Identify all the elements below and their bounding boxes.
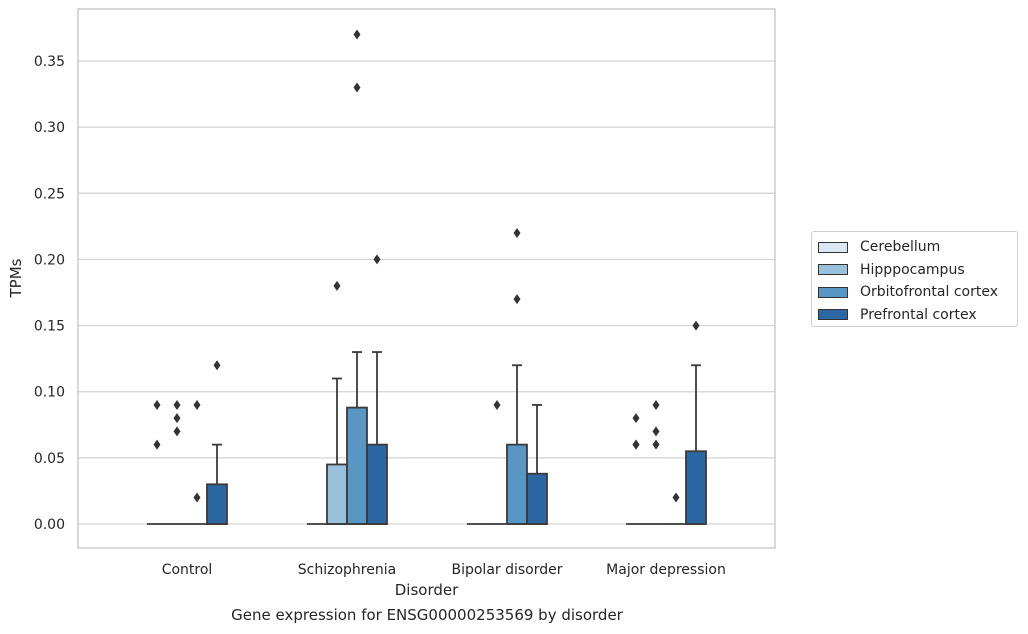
box (506, 443, 528, 525)
legend-swatch (818, 264, 848, 276)
y-axis-ticks: 0.00 0.05 0.10 0.15 0.20 0.25 0.30 0.35 (34, 54, 65, 533)
outlier-point (652, 399, 660, 410)
outlier-point (193, 492, 201, 503)
outlier-point (193, 399, 201, 410)
box-group (487, 399, 507, 525)
legend-swatch (818, 309, 848, 321)
outlier-point (373, 254, 381, 265)
box (685, 450, 707, 525)
box (206, 483, 228, 525)
x-tick-label: Major depression (606, 562, 726, 578)
outlier-point (353, 82, 361, 93)
legend-item: Orbitofrontal cortex (818, 281, 1017, 304)
outlier-point (173, 426, 181, 437)
box-group (366, 254, 388, 525)
x-axis-label: Disorder (395, 581, 459, 599)
outlier-point (333, 280, 341, 291)
box-group (666, 492, 686, 525)
legend: Cerebellum Hipppocampus Orbitofrontal cort… (811, 231, 1018, 327)
box-group (326, 280, 348, 525)
legend-swatch (818, 286, 848, 298)
outlier-point (153, 399, 161, 410)
y-tick-label: 0.15 (34, 319, 65, 335)
box (526, 472, 548, 525)
box-group (147, 399, 167, 525)
y-tick-label: 0.35 (34, 54, 65, 70)
x-axis-ticks: Control Schizophrenia Bipolar disorder Majo… (162, 562, 726, 578)
y-tick-label: 0.30 (34, 120, 65, 136)
box-group (506, 227, 528, 525)
box (346, 406, 368, 525)
legend-label: Orbitofrontal cortex (860, 284, 998, 301)
outlier-point (632, 439, 640, 450)
legend-item: Cerebellum (818, 236, 1017, 259)
outlier-point (153, 439, 161, 450)
outlier-point (173, 399, 181, 410)
outlier-point (692, 320, 700, 331)
box-group (526, 404, 548, 525)
gridlines (78, 60, 775, 525)
chart-caption: Gene expression for ENSG00000253569 by d… (231, 606, 623, 624)
y-axis-label: TPMs (7, 258, 25, 298)
y-tick-label: 0.05 (34, 451, 65, 467)
box-group (346, 29, 368, 525)
box-plot-marks (147, 29, 707, 525)
outlier-point (173, 413, 181, 424)
y-tick-label: 0.00 (34, 517, 65, 533)
legend-label: Cerebellum (860, 239, 941, 256)
outlier-point (513, 294, 521, 305)
box-group (206, 360, 228, 525)
box (366, 443, 388, 525)
y-tick-label: 0.10 (34, 385, 65, 401)
outlier-point (652, 426, 660, 437)
y-tick-label: 0.20 (34, 252, 65, 268)
outlier-point (493, 399, 501, 410)
legend-swatch (818, 241, 848, 253)
outlier-point (632, 413, 640, 424)
box-group (685, 320, 707, 525)
x-tick-label: Bipolar disorder (451, 562, 562, 578)
y-tick-label: 0.25 (34, 186, 65, 202)
box-group (167, 399, 187, 525)
outlier-point (213, 360, 221, 371)
outlier-point (513, 227, 521, 238)
plot-frame (77, 8, 776, 549)
outlier-point (652, 439, 660, 450)
legend-item: Hipppocampus (818, 259, 1017, 282)
legend-label: Prefrontal cortex (860, 306, 977, 323)
legend-item: Prefrontal cortex (818, 304, 1017, 327)
x-tick-label: Schizophrenia (298, 562, 396, 578)
legend-label: Hipppocampus (860, 261, 965, 278)
box (326, 463, 348, 525)
x-tick-label: Control (162, 562, 213, 578)
outlier-point (353, 29, 361, 40)
outlier-point (672, 492, 680, 503)
box-group (187, 399, 207, 525)
box-group (646, 399, 666, 525)
box-group (626, 413, 646, 525)
